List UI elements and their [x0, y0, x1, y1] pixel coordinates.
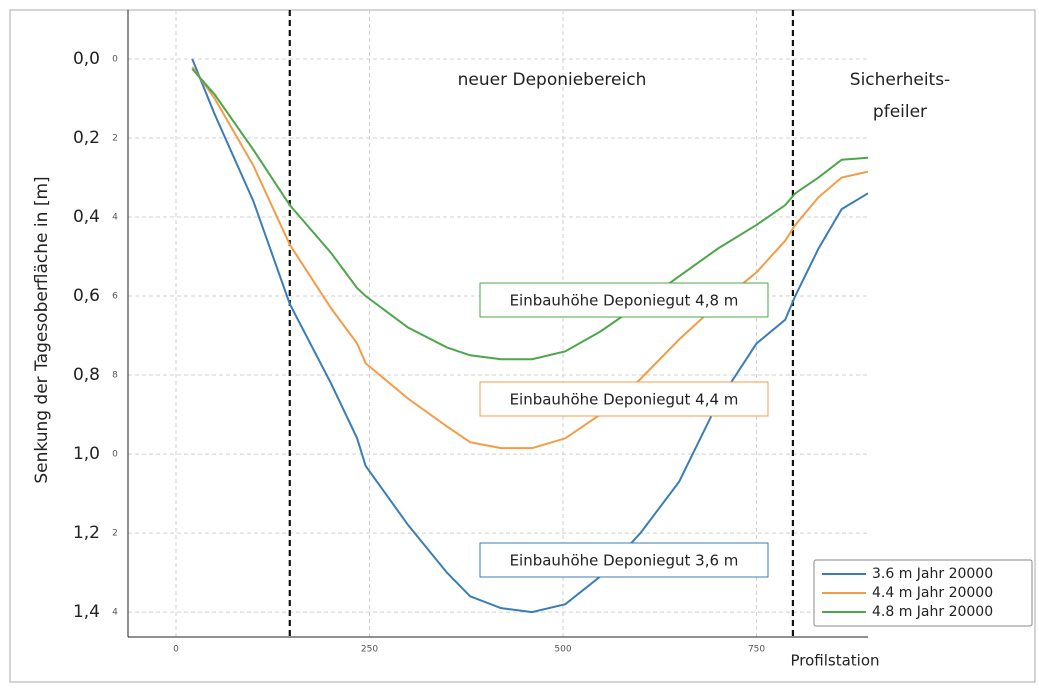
frame [9, 9, 1036, 683]
legend-label: 4.4 m Jahr 20000 [872, 585, 993, 601]
curve-label: Einbauhöhe Deponiegut 3,6 m [510, 552, 739, 570]
region-label: pfeiler [873, 102, 927, 122]
y-tick-sublabel: 0 [112, 450, 118, 460]
x-tick-label: 0 [173, 645, 179, 655]
curve-label: Einbauhöhe Deponiegut 4,8 m [510, 292, 739, 310]
x-axis-label: Profilstation [790, 652, 879, 670]
y-tick-sublabel: 8 [112, 371, 118, 381]
y-tick-sublabel: 2 [112, 529, 118, 539]
data-line [191, 66, 869, 450]
legend-label: 4.8 m Jahr 20000 [872, 604, 993, 620]
y-tick-label: 0,4 [73, 207, 100, 227]
curve-label-box [479, 282, 769, 318]
y-tick-sublabel: 4 [112, 608, 118, 618]
y-tick-label: 1,0 [73, 444, 100, 464]
y-tick-label: 1,4 [73, 602, 100, 622]
curve-label: Einbauhöhe Deponiegut 4,4 m [510, 391, 739, 409]
y-tick-label: 0,8 [73, 365, 100, 385]
region-label: neuer Deponiebereich [458, 70, 647, 90]
y-tick-sublabel: 6 [112, 292, 118, 302]
x-tick-label: 250 [361, 645, 378, 655]
y-tick-label: 0,0 [73, 49, 100, 69]
data-line [191, 58, 869, 614]
y-tick-label: 1,2 [73, 523, 100, 543]
y-tick-label: 0,6 [73, 286, 100, 306]
curve-label-box [479, 381, 769, 417]
x-tick-label: 750 [748, 645, 765, 655]
y-tick-label: 0,2 [73, 128, 100, 148]
data-line [191, 68, 869, 361]
y-axis-label: Senkung der Tagesoberfläche in [m] [32, 176, 52, 483]
y-tick-sublabel: 0 [112, 54, 118, 64]
y-tick-sublabel: 4 [112, 213, 118, 223]
legend-box [813, 559, 1033, 627]
legend-label: 3.6 m Jahr 20000 [872, 566, 993, 582]
y-tick-sublabel: 2 [112, 134, 118, 144]
region-label: Sicherheits- [850, 70, 950, 90]
curve-label-box [479, 542, 769, 578]
x-tick-label: 500 [554, 645, 571, 655]
